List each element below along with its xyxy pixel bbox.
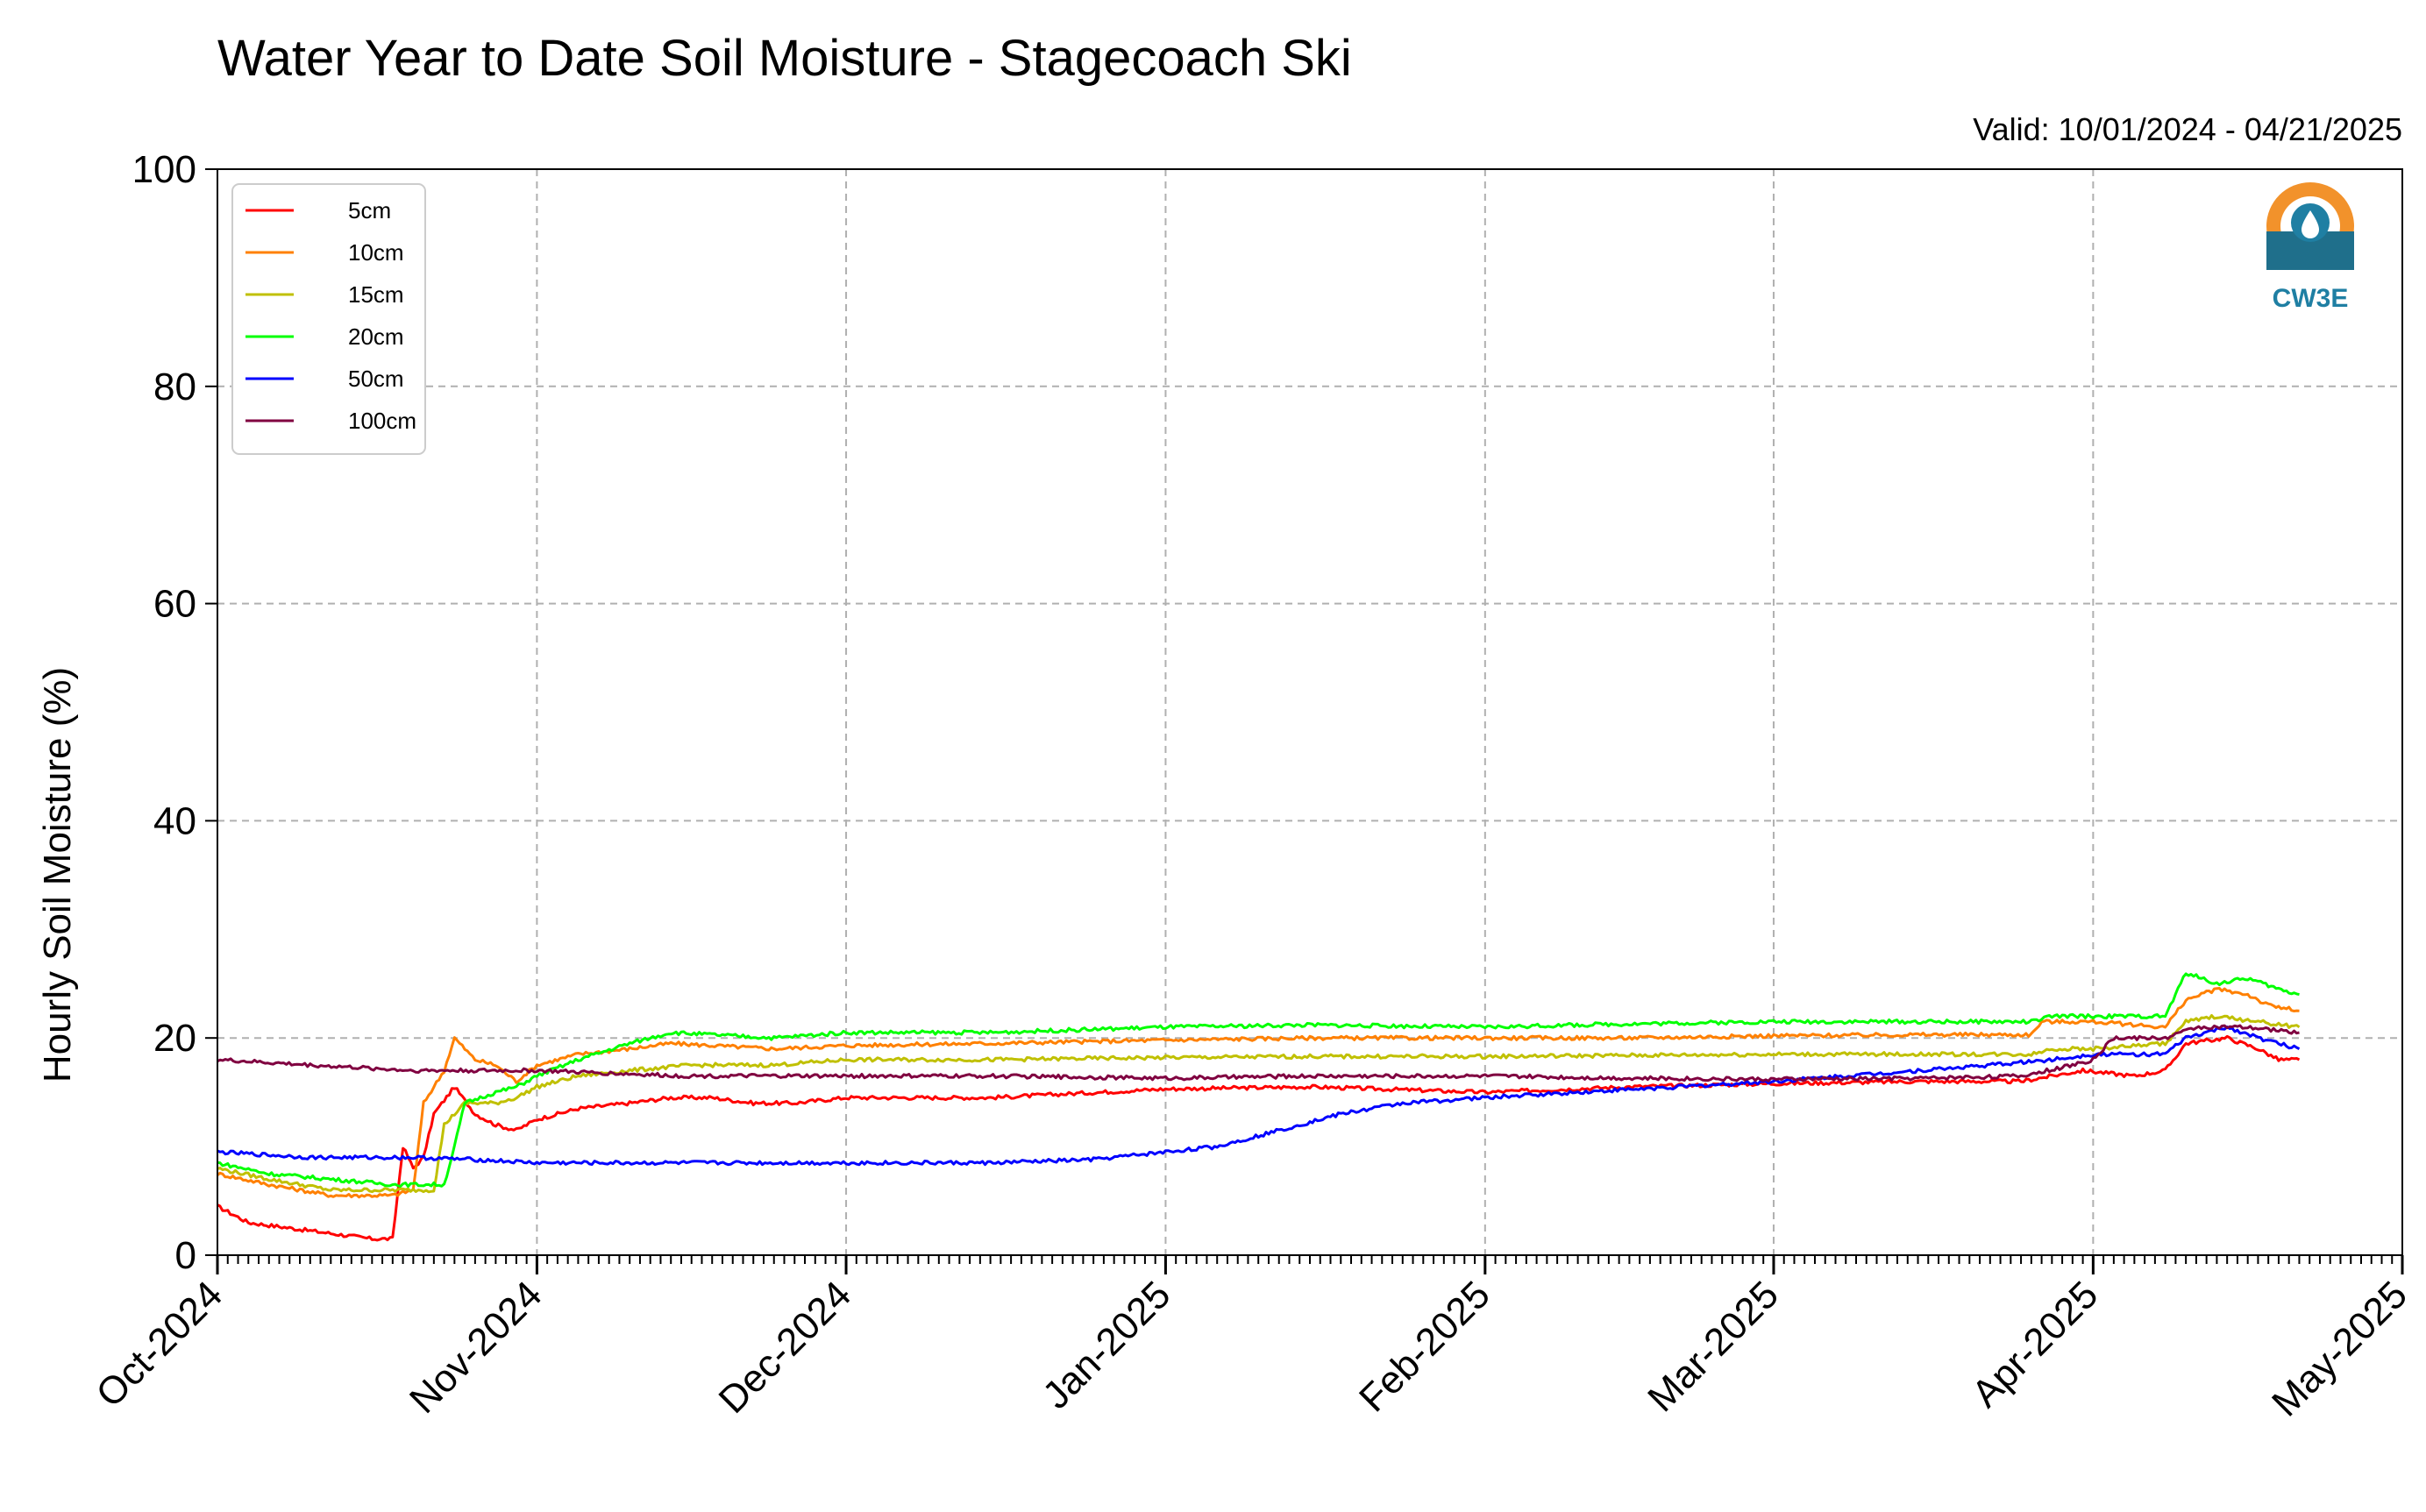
x-tick-label: May-2025 — [2264, 1273, 2415, 1424]
logo-droplet-icon — [2301, 210, 2319, 238]
x-tick-label: Mar-2025 — [1640, 1273, 1787, 1420]
x-tick-label: Jan-2025 — [1035, 1273, 1178, 1416]
y-tick-label: 100 — [132, 148, 196, 191]
logo-text: CW3E — [2273, 284, 2349, 313]
plot-frame — [217, 168, 2403, 1256]
series-line-20cm — [217, 972, 2300, 1189]
x-axis: Oct-2024 Nov-2024 Dec-2024 Jan-2025 Feb-2025… — [88, 1255, 2415, 1424]
legend-label: 100cm — [348, 408, 416, 434]
legend-label: 50cm — [348, 366, 404, 392]
x-tick-label: Nov-2024 — [402, 1273, 551, 1422]
series-line-15cm — [217, 1014, 2301, 1194]
series-line-100cm — [217, 1024, 2300, 1083]
x-tick-label: Feb-2025 — [1351, 1273, 1498, 1420]
y-axis: 0 20 40 60 80 100 — [132, 148, 217, 1277]
chart-subtitle: Valid: 10/01/2024 - 04/21/2025 — [1973, 111, 2402, 147]
series-line-10cm — [217, 987, 2300, 1199]
legend-label: 10cm — [348, 239, 404, 266]
series-layer — [217, 972, 2301, 1242]
x-tick-label: Apr-2025 — [1964, 1273, 2107, 1416]
y-tick-label: 40 — [153, 799, 196, 842]
y-axis-label: Hourly Soil Moisture (%) — [36, 667, 79, 1083]
series-line-5cm — [217, 1034, 2301, 1242]
x-tick-label: Dec-2024 — [711, 1273, 860, 1422]
legend-label: 5cm — [348, 197, 391, 224]
x-tick-label: Oct-2024 — [88, 1273, 231, 1416]
y-tick-label: 20 — [153, 1017, 196, 1060]
y-tick-label: 60 — [153, 583, 196, 626]
legend-label: 20cm — [348, 323, 404, 350]
chart-title: Water Year to Date Soil Moisture - Stage… — [217, 30, 1352, 87]
y-tick-label: 0 — [175, 1234, 196, 1277]
grid-lines — [217, 169, 2402, 1255]
cw3e-logo: CW3E — [2266, 182, 2354, 313]
legend: 5cm 10cm 15cm 20cm 50cm 100cm — [231, 183, 426, 455]
legend-label: 15cm — [348, 281, 404, 308]
y-tick-label: 80 — [153, 366, 196, 408]
series-line-50cm — [217, 1026, 2301, 1167]
